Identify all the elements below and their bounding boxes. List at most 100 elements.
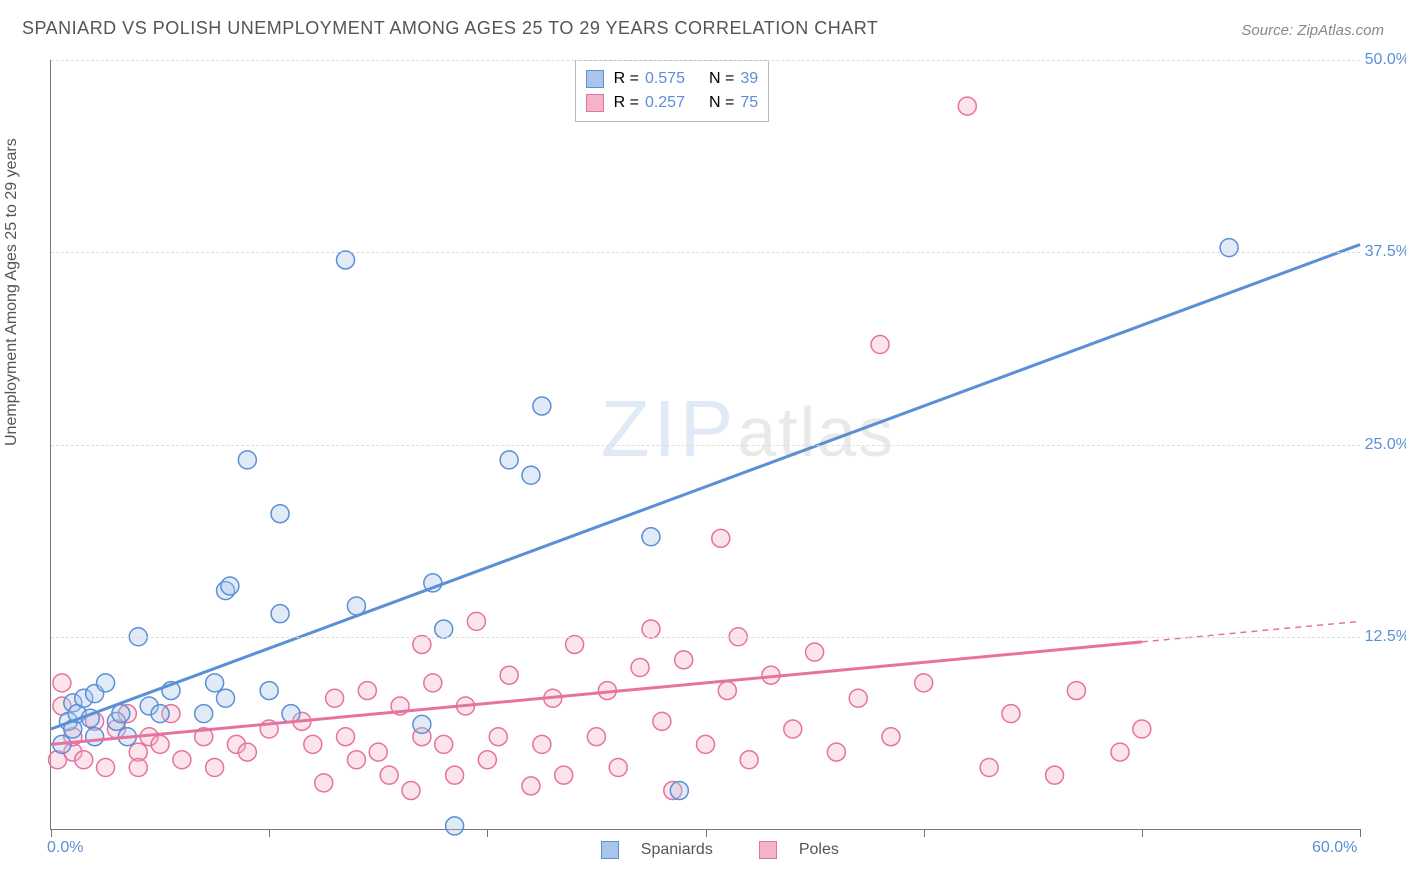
data-point — [260, 682, 278, 700]
data-point — [151, 735, 169, 753]
gridline — [51, 445, 1360, 446]
data-point — [555, 766, 573, 784]
n-value-poles: 75 — [740, 91, 758, 115]
data-point — [86, 728, 104, 746]
r-label: R = — [614, 91, 639, 115]
data-point — [129, 758, 147, 776]
y-tick-label: 37.5% — [1365, 243, 1406, 261]
data-point — [173, 751, 191, 769]
data-point — [271, 505, 289, 523]
data-point — [413, 715, 431, 733]
data-point — [642, 620, 660, 638]
data-point — [533, 397, 551, 415]
gridline — [51, 252, 1360, 253]
chart-title: SPANIARD VS POLISH UNEMPLOYMENT AMONG AG… — [22, 18, 878, 39]
data-point — [446, 817, 464, 835]
data-point — [221, 577, 239, 595]
y-tick-label: 25.0% — [1365, 436, 1406, 454]
x-tick — [1360, 829, 1361, 837]
r-value-poles: 0.257 — [645, 91, 685, 115]
data-point — [97, 674, 115, 692]
x-tick-label: 60.0% — [1312, 839, 1357, 857]
legend-swatch-poles — [759, 841, 777, 859]
stat-row-spaniards: R = 0.575 N = 39 — [586, 67, 759, 91]
data-point — [238, 451, 256, 469]
data-point — [206, 758, 224, 776]
data-point — [958, 97, 976, 115]
source-attribution: Source: ZipAtlas.com — [1241, 22, 1384, 39]
data-point — [195, 705, 213, 723]
gridline — [51, 60, 1360, 61]
x-tick — [1142, 829, 1143, 837]
data-point — [315, 774, 333, 792]
data-point — [413, 635, 431, 653]
data-point — [271, 605, 289, 623]
plot-area: ZIPatlas R = 0.575 N = 39 R = 0.257 N = … — [50, 60, 1360, 830]
data-point — [882, 728, 900, 746]
x-tick — [487, 829, 488, 837]
data-point — [718, 682, 736, 700]
data-point — [670, 782, 688, 800]
data-point — [1220, 239, 1238, 257]
data-point — [642, 528, 660, 546]
x-tick — [706, 829, 707, 837]
data-point — [1111, 743, 1129, 761]
data-point — [980, 758, 998, 776]
data-point — [653, 712, 671, 730]
data-point — [435, 735, 453, 753]
x-tick — [51, 829, 52, 837]
data-point — [75, 751, 93, 769]
stat-legend: R = 0.575 N = 39 R = 0.257 N = 75 — [575, 60, 770, 122]
data-point — [500, 666, 518, 684]
data-point — [402, 782, 420, 800]
data-point — [1133, 720, 1151, 738]
data-point — [446, 766, 464, 784]
data-point — [849, 689, 867, 707]
data-point — [217, 689, 235, 707]
series-legend: Spaniards Poles — [601, 841, 839, 859]
data-point — [631, 659, 649, 677]
n-label: N = — [709, 67, 734, 91]
data-point — [697, 735, 715, 753]
data-point — [112, 705, 130, 723]
data-point — [609, 758, 627, 776]
data-point — [784, 720, 802, 738]
data-point — [238, 743, 256, 761]
x-tick — [269, 829, 270, 837]
data-point — [337, 251, 355, 269]
data-point — [1067, 682, 1085, 700]
legend-label-spaniards: Spaniards — [641, 841, 713, 859]
data-point — [206, 674, 224, 692]
data-point — [369, 743, 387, 761]
data-point — [97, 758, 115, 776]
source-name: ZipAtlas.com — [1297, 22, 1384, 39]
data-point — [467, 612, 485, 630]
data-point — [675, 651, 693, 669]
data-point — [1002, 705, 1020, 723]
data-point — [500, 451, 518, 469]
stat-row-poles: R = 0.257 N = 75 — [586, 91, 759, 115]
y-tick-label: 12.5% — [1365, 628, 1406, 646]
data-point — [358, 682, 376, 700]
data-point — [522, 466, 540, 484]
data-point — [53, 674, 71, 692]
swatch-poles — [586, 94, 604, 112]
y-tick-label: 50.0% — [1365, 51, 1406, 69]
chart-container: SPANIARD VS POLISH UNEMPLOYMENT AMONG AG… — [0, 0, 1406, 892]
data-point — [380, 766, 398, 784]
source-prefix: Source: — [1241, 22, 1293, 39]
y-axis-label: Unemployment Among Ages 25 to 29 years — [3, 138, 21, 446]
data-point — [435, 620, 453, 638]
legend-label-poles: Poles — [799, 841, 839, 859]
data-point — [337, 728, 355, 746]
r-value-spaniards: 0.575 — [645, 67, 685, 91]
r-label: R = — [614, 67, 639, 91]
data-point — [566, 635, 584, 653]
n-value-spaniards: 39 — [740, 67, 758, 91]
gridline — [51, 637, 1360, 638]
data-point — [347, 751, 365, 769]
x-tick-label: 0.0% — [47, 839, 83, 857]
data-point — [533, 735, 551, 753]
data-point — [740, 751, 758, 769]
data-point — [522, 777, 540, 795]
